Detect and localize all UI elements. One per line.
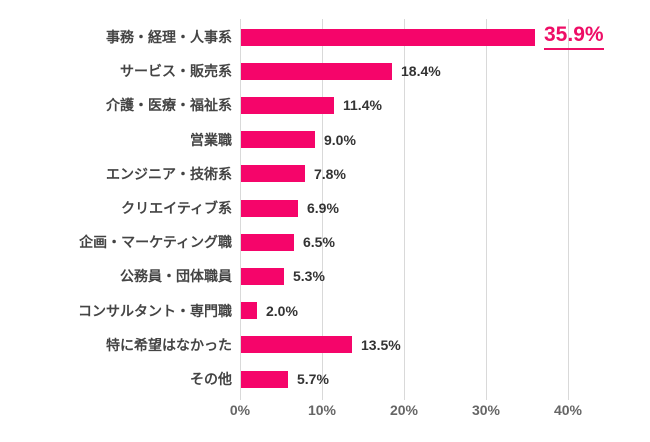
bar — [241, 336, 352, 353]
gridline — [240, 19, 241, 400]
category-label: クリエイティブ系 — [121, 200, 232, 216]
value-label: 6.9% — [307, 200, 339, 216]
value-label: 11.4% — [343, 97, 382, 113]
bar — [241, 97, 334, 114]
category-label: 事務・経理・人事系 — [106, 29, 232, 45]
value-label: 5.3% — [293, 268, 325, 284]
x-axis-tick-label: 0% — [229, 402, 251, 418]
value-label: 18.4% — [401, 63, 441, 79]
value-label: 2.0% — [266, 303, 298, 319]
bar — [241, 371, 288, 388]
x-axis-tick-label: 40% — [553, 402, 583, 418]
value-label: 6.5% — [303, 234, 335, 250]
category-label: 介護・医療・福祉系 — [106, 97, 232, 113]
bar — [241, 165, 305, 182]
bar — [241, 200, 298, 217]
bar — [241, 268, 284, 285]
bar — [241, 234, 294, 251]
value-label: 9.0% — [324, 132, 356, 148]
value-label: 5.7% — [297, 371, 329, 387]
bar — [241, 302, 257, 319]
category-label: 企画・マーケティング職 — [79, 234, 232, 250]
gridline — [404, 19, 405, 400]
x-axis-tick-label: 20% — [389, 402, 419, 418]
gridline — [568, 19, 569, 400]
value-label: 13.5% — [361, 337, 401, 353]
gridline — [486, 19, 487, 400]
category-label: サービス・販売系 — [120, 63, 232, 79]
bar — [241, 29, 535, 46]
category-label: その他 — [190, 371, 232, 387]
x-axis-tick-label: 30% — [471, 402, 501, 418]
bar — [241, 63, 392, 80]
highlight-value-label: 35.9% — [544, 23, 604, 50]
x-axis-tick-label: 10% — [307, 402, 337, 418]
category-label: コンサルタント・専門職 — [78, 303, 232, 319]
value-label: 7.8% — [314, 166, 346, 182]
category-label: 営業職 — [190, 132, 232, 148]
category-label: 特に希望はなかった — [106, 337, 232, 353]
category-label: 公務員・団体職員 — [120, 268, 232, 284]
category-label: エンジニア・技術系 — [106, 166, 232, 182]
bar — [241, 131, 315, 148]
gridline — [322, 19, 323, 400]
